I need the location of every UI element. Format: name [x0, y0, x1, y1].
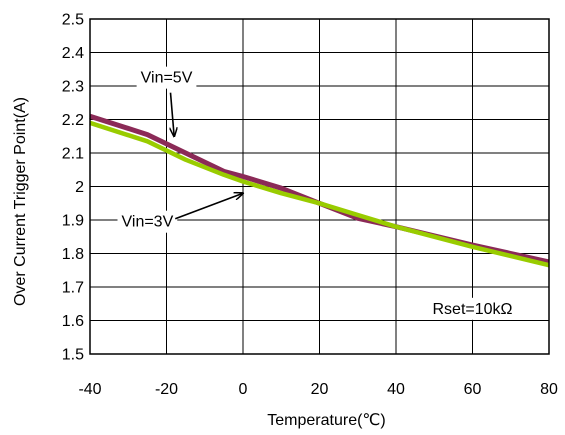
- x-tick-labels: -40 -20 0 20 40 60 80: [78, 381, 558, 398]
- x-tick-label: -40: [78, 381, 101, 398]
- y-tick-label: 2.4: [62, 45, 84, 62]
- annotation-arrow: [174, 193, 243, 220]
- x-tick-label: 80: [540, 381, 558, 398]
- y-tick-label: 2.2: [62, 112, 84, 129]
- y-tick-label: 1.9: [62, 213, 84, 230]
- annotation-bg: [428, 297, 517, 320]
- y-tick-label: 1.8: [62, 246, 84, 263]
- x-tick-label: 0: [239, 381, 248, 398]
- annotation-bg: [117, 210, 178, 233]
- y-tick-label: 1.5: [62, 347, 84, 364]
- y-tick-label: 2.1: [62, 146, 84, 163]
- annotations: Vin=5V Vin=3V Rset=10kΩ: [117, 66, 517, 320]
- annotation-bg: [136, 66, 197, 89]
- series-group: [89, 113, 550, 268]
- x-tick-label: 20: [311, 381, 329, 398]
- y-tick-label: 1.6: [62, 313, 84, 330]
- annotation-label: Rset=10kΩ: [433, 301, 513, 318]
- y-tick-label: 2.5: [62, 12, 84, 29]
- plot-frame: [89, 18, 550, 355]
- y-tick-label: 2: [75, 179, 84, 196]
- x-tick-label: 40: [387, 381, 405, 398]
- annotation-label: Vin=5V: [141, 70, 193, 87]
- x-axis-title: Temperature(℃): [267, 412, 385, 429]
- x-tick-label: -20: [155, 381, 178, 398]
- y-tick-label: 2.3: [62, 79, 84, 96]
- annotation-label: Vin=3V: [122, 214, 174, 231]
- x-tick-label: 60: [464, 381, 482, 398]
- y-axis-title: Over Current Trigger Point(A): [12, 97, 29, 306]
- annotation-arrow: [171, 92, 175, 137]
- y-tick-labels: 1.5 1.6 1.7 1.8 1.9 2 2.1 2.2 2.3 2.4 2.5: [62, 12, 84, 364]
- y-tick-label: 1.7: [62, 280, 84, 297]
- series-line-vin-3v: [89, 120, 550, 268]
